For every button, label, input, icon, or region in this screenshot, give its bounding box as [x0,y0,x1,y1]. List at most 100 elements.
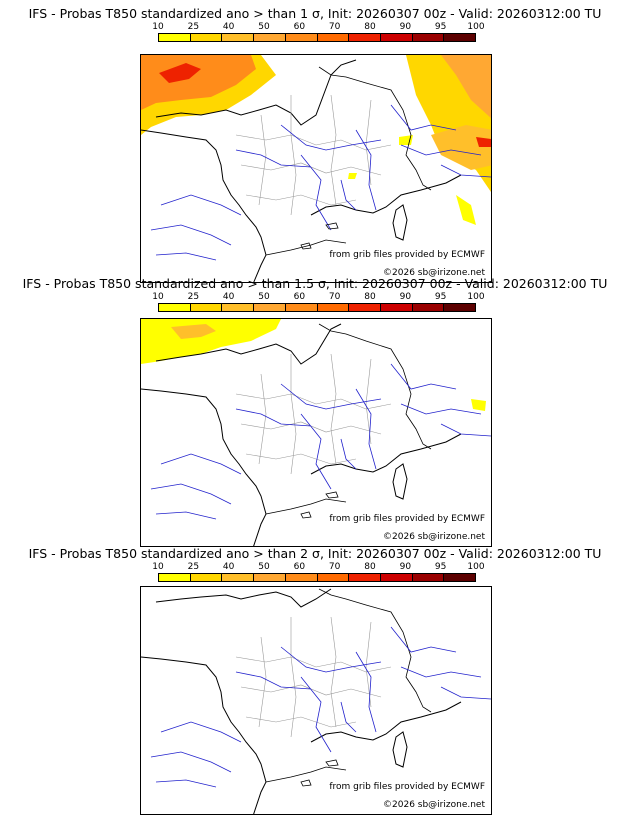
scale-color-swatch [285,304,318,311]
scale-color-swatch [380,34,413,41]
scale-tick-label: 100 [467,22,485,32]
scale-color-swatch [190,304,223,311]
scale-tick-label: 50 [258,22,270,32]
scale-tick-label: 80 [364,562,376,572]
prob-area-alps [431,125,491,170]
regional-borders [235,616,392,738]
map-drawing [141,55,491,282]
scale-color-swatch [159,34,191,41]
panel-title: IFS - Probas T850 standardized ano > tha… [22,276,608,291]
panel-title: IFS - Probas T850 standardized ano > tha… [28,6,602,21]
scale-tick-label: 40 [222,292,235,302]
scale-tick-label: 10 [152,292,164,302]
scale-color-swatch [222,34,255,41]
scale-color-swatch [285,574,318,581]
scale-color-swatch [349,34,381,41]
scale-color-swatch [190,34,223,41]
scale-color-swatch [254,304,286,311]
country-borders [265,588,432,783]
scale-tick-label: 25 [187,22,200,32]
probability-scale-labels: 10 25 40 50 60 70 80 90 95 100 [152,292,484,303]
scale-tick-label: 70 [328,22,341,32]
scale-tick-label: 25 [187,562,200,572]
scale-tick-label: 90 [399,292,412,302]
scale-tick-label: 90 [399,562,412,572]
rivers [150,626,491,788]
scale-tick-label: 70 [328,562,341,572]
scale-color-swatch [222,574,255,581]
rivers [150,363,491,520]
scale-tick-label: 95 [434,292,447,302]
scale-tick-label: 10 [152,22,164,32]
scale-tick-label: 25 [187,292,200,302]
prob-area-alps-peak [476,137,491,147]
scale-tick-label: 95 [434,562,447,572]
rivers [150,104,491,261]
country-borders [265,66,432,256]
prob-area-north-west-peak [159,63,201,83]
data-source-credit: from grib files provided by ECMWF [329,514,485,524]
scale-color-swatch [412,34,445,41]
scale-color-swatch [317,304,350,311]
corsica-outline [392,463,408,500]
prob-area-north-east-core [441,55,491,119]
scale-tick-label: 80 [364,292,376,302]
islands [300,222,339,250]
scale-color-swatch [254,34,286,41]
scale-tick-label: 70 [328,292,341,302]
probability-scale-bar [158,33,476,42]
scale-tick-label: 90 [399,22,412,32]
scale-color-swatch [444,304,476,311]
probability-scale-bar [158,573,476,582]
probability-scale-labels: 10 25 40 50 60 70 80 90 95 100 [152,22,484,33]
map-panel-3: IFS - Probas T850 standardized ano > tha… [0,546,630,822]
islands [300,759,339,787]
scale-tick-label: 80 [364,22,376,32]
prob-area-north-west [141,319,281,364]
scale-tick-label: 50 [258,292,270,302]
map-drawing [141,319,491,546]
copyright-credit: ©2026 sb@irizone.net [383,268,485,278]
probability-map: from grib files provided by ECMWF ©2026 … [140,54,492,283]
scale-color-swatch [380,304,413,311]
probability-scale-labels: 10 25 40 50 60 70 80 90 95 100 [152,562,484,573]
corsica-outline [392,204,408,241]
scale-color-swatch [254,574,286,581]
scale-color-swatch [222,304,255,311]
coastline [141,323,462,546]
coastline [141,588,462,814]
prob-area-central [348,173,357,179]
regional-borders [235,353,392,475]
scale-tick-label: 10 [152,562,164,572]
scale-color-swatch [159,304,191,311]
scale-tick-label: 60 [293,22,306,32]
country-borders [265,323,432,515]
probability-map: from grib files provided by ECMWF ©2026 … [140,586,492,815]
scale-color-swatch [159,574,191,581]
probability-map: from grib files provided by ECMWF ©2026 … [140,318,492,547]
scale-color-swatch [317,34,350,41]
scale-color-swatch [380,574,413,581]
scale-tick-label: 40 [222,562,235,572]
scale-color-swatch [285,34,318,41]
scale-tick-label: 60 [293,292,306,302]
probability-scale-bar [158,303,476,312]
scale-color-swatch [349,304,381,311]
map-panel-2: IFS - Probas T850 standardized ano > tha… [0,276,630,552]
scale-color-swatch [317,574,350,581]
scale-color-swatch [412,304,445,311]
panel-title: IFS - Probas T850 standardized ano > tha… [28,546,602,561]
scale-tick-label: 100 [467,292,485,302]
map-panel-1: IFS - Probas T850 standardized ano > tha… [0,6,630,283]
scale-color-swatch [412,574,445,581]
scale-color-swatch [190,574,223,581]
scale-tick-label: 60 [293,562,306,572]
islands [300,491,339,519]
regional-borders [235,94,392,216]
data-source-credit: from grib files provided by ECMWF [329,782,485,792]
prob-area-north-west-core [171,324,216,339]
scale-tick-label: 100 [467,562,485,572]
copyright-credit: ©2026 sb@irizone.net [383,532,485,542]
corsica-outline [392,731,408,768]
map-drawing [141,588,491,814]
